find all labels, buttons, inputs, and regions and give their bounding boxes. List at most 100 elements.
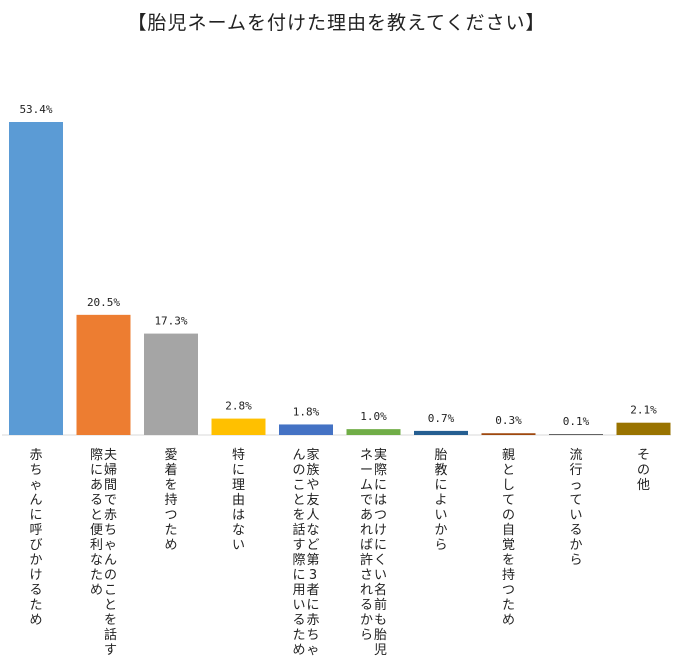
svg-text:教: 教 [434, 462, 447, 478]
svg-text:他: 他 [637, 478, 650, 493]
bar-5 [279, 424, 333, 435]
svg-text:流: 流 [569, 448, 582, 463]
svg-text:持: 持 [164, 493, 177, 508]
bar-2 [76, 314, 131, 435]
svg-text:の: の [637, 463, 650, 478]
svg-text:め: め [502, 613, 515, 628]
svg-text:家: 家 [306, 447, 319, 463]
svg-text:こ: こ [292, 478, 305, 493]
svg-text:に: に [232, 463, 245, 478]
svg-text:け: け [29, 568, 42, 583]
svg-text:か: か [434, 523, 447, 538]
svg-text:か: か [360, 613, 373, 628]
svg-text:か: か [569, 538, 582, 553]
svg-text:な: な [90, 553, 103, 568]
svg-text:に: に [292, 568, 305, 583]
svg-text:児: 児 [374, 643, 387, 658]
svg-text:め: め [164, 538, 177, 553]
svg-text:る: る [292, 613, 305, 628]
svg-text:な: な [232, 523, 245, 538]
svg-text:3: 3 [309, 568, 317, 583]
svg-text:な: な [306, 523, 319, 538]
svg-text:び: び [29, 538, 42, 553]
svg-text:赤: 赤 [104, 508, 117, 523]
svg-text:用: 用 [292, 583, 305, 598]
svg-text:覚: 覚 [502, 538, 515, 553]
svg-text:つ: つ [164, 508, 177, 523]
data-label-7: 0.7% [428, 412, 455, 425]
svg-text:着: 着 [164, 462, 177, 478]
svg-text:名: 名 [374, 582, 387, 598]
svg-text:す: す [292, 538, 305, 553]
data-label-6: 1.0% [360, 410, 387, 423]
svg-text:い: い [434, 508, 447, 523]
svg-text:利: 利 [90, 538, 103, 553]
data-label-4: 2.8% [225, 400, 252, 413]
svg-text:ら: ら [360, 628, 373, 643]
svg-text:く: く [374, 553, 387, 568]
svg-text:ー: ー [360, 463, 373, 478]
svg-text:め: め [29, 613, 42, 628]
svg-text:ん: ん [29, 493, 42, 508]
svg-text:こ: こ [104, 583, 117, 598]
svg-text:ん: ん [292, 448, 305, 463]
svg-text:を: を [502, 553, 515, 568]
svg-text:夫: 夫 [104, 448, 117, 463]
svg-text:ゃ: ゃ [306, 643, 319, 658]
svg-text:い: い [569, 508, 582, 523]
svg-text:れ: れ [360, 523, 373, 538]
svg-text:に: に [434, 478, 447, 493]
svg-text:許: 許 [360, 553, 373, 568]
svg-text:て: て [569, 493, 582, 508]
svg-text:で: で [104, 493, 117, 508]
svg-text:た: た [292, 628, 305, 643]
svg-text:と: と [90, 508, 103, 523]
data-label-9: 0.1% [563, 415, 590, 428]
svg-text:行: 行 [569, 463, 582, 478]
svg-text:胎: 胎 [374, 628, 387, 643]
svg-text:持: 持 [502, 568, 515, 583]
svg-text:愛: 愛 [164, 448, 177, 463]
svg-text:便: 便 [90, 523, 103, 538]
svg-text:を: を [292, 508, 305, 523]
svg-text:れ: れ [360, 583, 373, 598]
svg-text:ゃ: ゃ [104, 538, 117, 553]
svg-text:に: に [29, 508, 42, 523]
svg-text:に: に [90, 463, 103, 478]
bar-1 [9, 122, 63, 435]
svg-text:め: め [90, 583, 103, 598]
svg-text:第: 第 [306, 553, 319, 568]
svg-text:理: 理 [232, 478, 245, 493]
svg-text:い: い [374, 568, 387, 583]
svg-text:る: る [29, 583, 42, 598]
data-label-2: 20.5% [87, 296, 120, 309]
svg-text:や: や [306, 478, 319, 493]
svg-text:ち: ち [104, 523, 117, 538]
svg-text:特: 特 [232, 448, 245, 463]
svg-text:は: は [232, 508, 245, 523]
svg-text:ら: ら [569, 553, 582, 568]
svg-text:に: に [306, 598, 319, 613]
svg-text:人: 人 [306, 508, 319, 523]
svg-text:際: 際 [292, 553, 305, 568]
chart-title: 【胎児ネームを付けた理由を教えてください】 [127, 12, 546, 34]
svg-text:あ: あ [90, 478, 103, 493]
svg-text:の: の [104, 568, 117, 583]
svg-text:赤: 赤 [29, 448, 42, 463]
svg-text:胎: 胎 [434, 448, 447, 463]
svg-text:話: 話 [292, 522, 305, 538]
svg-text:由: 由 [232, 493, 245, 508]
svg-text:際: 際 [90, 448, 103, 463]
svg-text:ら: ら [434, 538, 447, 553]
svg-text:て: て [502, 493, 515, 508]
bar-3 [144, 333, 198, 435]
category-label-10: その他 [637, 448, 650, 493]
svg-text:よ: よ [434, 493, 447, 508]
svg-text:つ: つ [374, 508, 387, 523]
data-label-3: 17.3% [154, 315, 187, 328]
data-label-8: 0.3% [495, 414, 522, 427]
